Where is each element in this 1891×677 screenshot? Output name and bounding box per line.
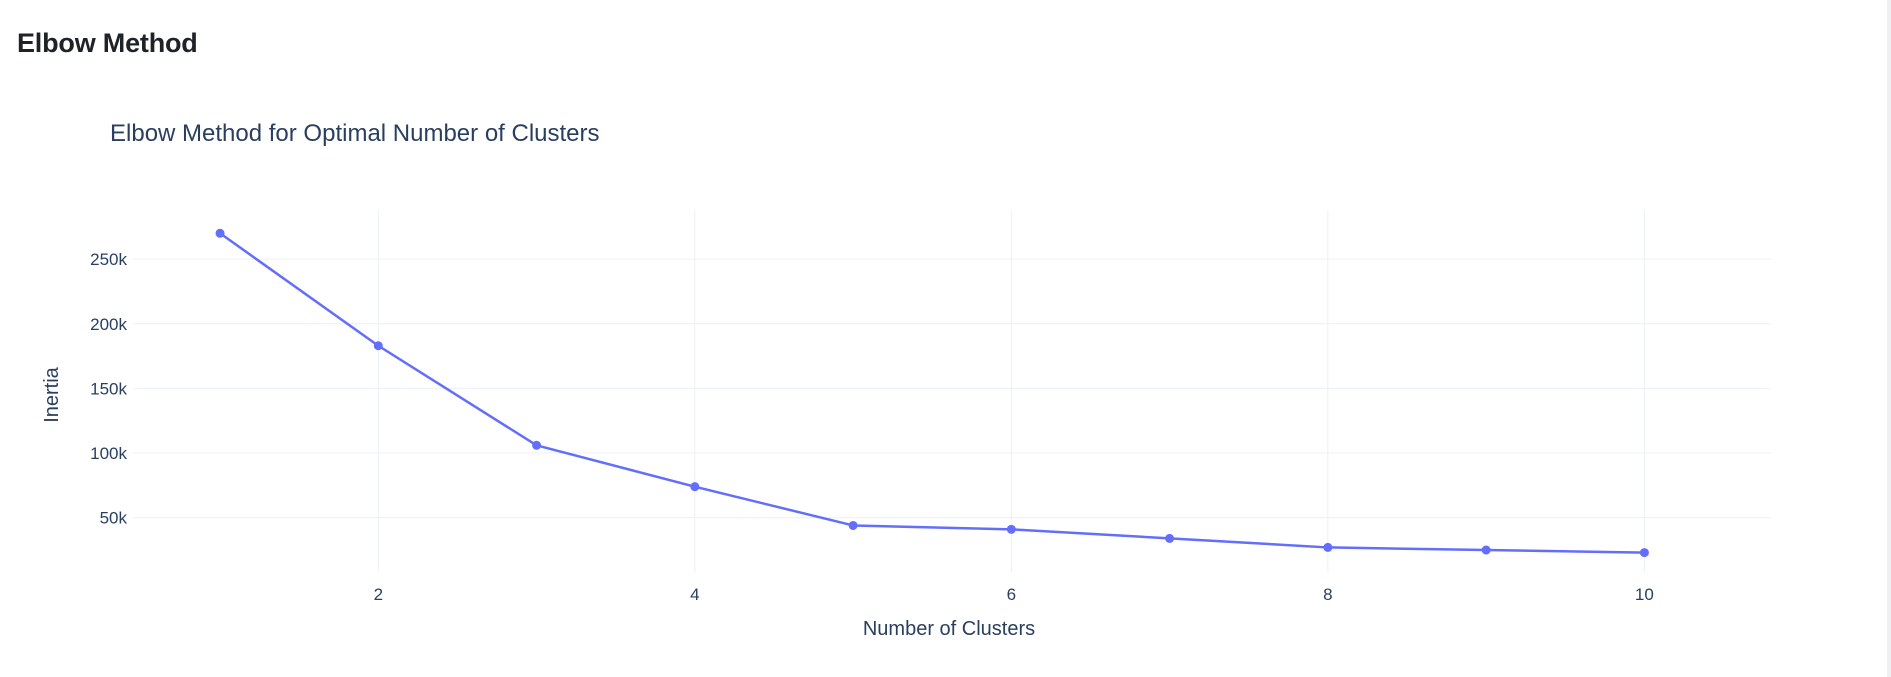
- data-point[interactable]: [848, 520, 858, 530]
- data-point[interactable]: [1165, 533, 1175, 543]
- x-axis-title: Number of Clusters: [863, 618, 1035, 640]
- series-line: [219, 232, 1645, 554]
- page-scrollbar-track[interactable]: [1887, 0, 1891, 677]
- y-axis-ticks: 50k 100k 150k 200k 250k: [90, 250, 127, 528]
- page-title: Elbow Method: [17, 28, 198, 58]
- y-tick-label: 100k: [90, 444, 127, 463]
- y-tick-label: 250k: [90, 250, 127, 269]
- x-tick-label: 8: [1323, 585, 1332, 604]
- x-tick-label: 6: [1007, 585, 1016, 604]
- y-tick-label: 200k: [90, 315, 127, 334]
- x-axis-ticks: 2 4 6 8 10: [374, 585, 1654, 604]
- chart-series: [215, 228, 1649, 558]
- y-tick-label: 50k: [100, 509, 128, 528]
- data-point[interactable]: [1639, 548, 1649, 558]
- data-point[interactable]: [1006, 524, 1016, 534]
- y-tick-label: 150k: [90, 379, 127, 398]
- data-point[interactable]: [690, 482, 700, 492]
- x-tick-label: 10: [1635, 585, 1654, 604]
- data-point[interactable]: [1481, 545, 1491, 555]
- chart-gridlines: [133, 210, 1771, 572]
- x-tick-label: 2: [374, 585, 383, 604]
- data-point[interactable]: [532, 440, 542, 450]
- y-axis-title: Inertia: [41, 366, 63, 422]
- data-point[interactable]: [373, 341, 383, 351]
- x-tick-label: 4: [690, 585, 699, 604]
- data-point[interactable]: [1323, 542, 1333, 552]
- data-point[interactable]: [215, 228, 225, 238]
- chart-title: Elbow Method for Optimal Number of Clust…: [110, 120, 600, 147]
